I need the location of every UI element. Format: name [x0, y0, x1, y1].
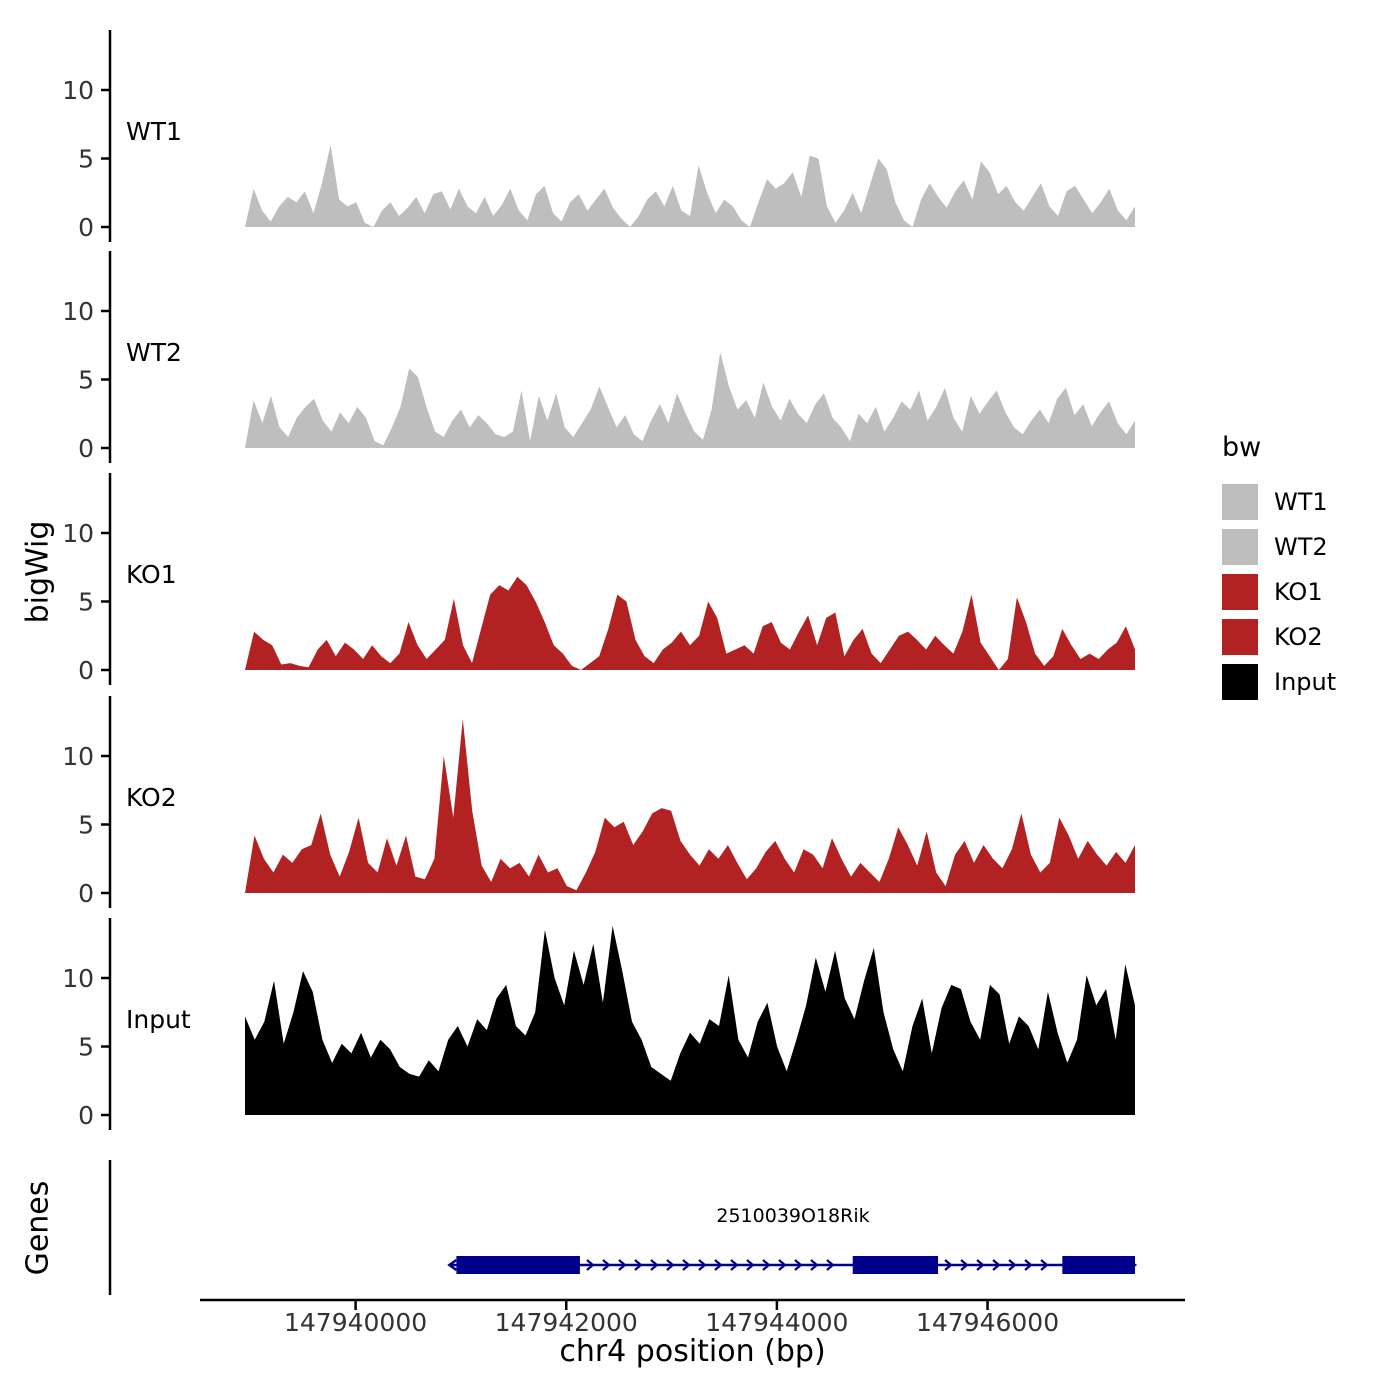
gene-exon [456, 1256, 580, 1274]
legend-swatch-wt2 [1222, 528, 1258, 565]
legend-swatch-ko2 [1222, 618, 1258, 655]
legend-item-ko1: KO1 [1222, 569, 1336, 614]
gene-end-arrow-icon [1127, 1258, 1138, 1272]
y-tick-label-ko2: 10 [62, 742, 94, 771]
gene-strand-arrow-icon [778, 1259, 787, 1271]
track-label-wt1: WT1 [126, 117, 182, 146]
x-tick-label: 147942000 [495, 1308, 638, 1337]
y-tick-label-ko1: 0 [78, 656, 94, 685]
y-tick-label-input: 5 [78, 1033, 94, 1062]
track-label-ko1: KO1 [126, 560, 177, 589]
y-tick-label-wt1: 5 [78, 145, 94, 174]
gene-strand-arrow-icon [698, 1259, 707, 1271]
gene-strand-arrow-icon [826, 1259, 835, 1271]
gene-strand-arrow-icon [746, 1259, 755, 1271]
y-tick-label-wt1: 0 [78, 213, 94, 242]
legend-swatch-ko1 [1222, 573, 1258, 610]
gene-strand-arrow-icon [944, 1259, 953, 1271]
legend-label-ko2: KO2 [1274, 622, 1323, 651]
legend-items: WT1 WT2 KO1 KO2 Input [1222, 479, 1336, 704]
gene-strand-arrow-icon [586, 1259, 595, 1271]
y-axis-label-genes: Genes [20, 1180, 56, 1276]
y-tick-label-wt2: 5 [78, 366, 94, 395]
y-tick-label-ko2: 5 [78, 811, 94, 840]
y-tick-label-input: 10 [62, 964, 94, 993]
track-area-wt1 [245, 144, 1135, 227]
gene-strand-arrow-icon [992, 1259, 1001, 1271]
gene-name-label: 2510039O18Rik [716, 1205, 870, 1227]
gene-strand-arrow-icon [682, 1259, 691, 1271]
track-area-input [245, 925, 1135, 1115]
legend-label-ko1: KO1 [1274, 577, 1323, 606]
y-tick-label-input: 0 [78, 1101, 94, 1130]
gene-strand-arrow-icon [730, 1259, 739, 1271]
x-tick-label: 147944000 [705, 1308, 848, 1337]
y-tick-label-wt1: 10 [62, 76, 94, 105]
gene-strand-arrow-icon [650, 1259, 659, 1271]
legend-label-wt1: WT1 [1274, 487, 1328, 516]
legend-item-ko2: KO2 [1222, 614, 1336, 659]
gene-strand-arrow-icon [762, 1259, 771, 1271]
legend-item-wt1: WT1 [1222, 479, 1336, 524]
track-area-ko1 [245, 576, 1135, 670]
legend-swatch-wt1 [1222, 483, 1258, 520]
legend-label-input: Input [1274, 667, 1337, 696]
gene-strand-arrow-icon [602, 1259, 611, 1271]
track-area-ko2 [245, 719, 1135, 893]
y-axis-label-bigwig: bigWig [20, 520, 56, 624]
x-tick-label: 147940000 [284, 1308, 427, 1337]
gene-strand-arrow-icon [794, 1259, 803, 1271]
x-axis-title: chr4 position (bp) [559, 1334, 826, 1369]
track-label-ko2: KO2 [126, 783, 177, 812]
y-tick-label-wt2: 0 [78, 434, 94, 463]
gene-strand-arrow-icon [634, 1259, 643, 1271]
legend: bw WT1 WT2 KO1 KO2 Input [1222, 432, 1336, 704]
gene-exon [1062, 1256, 1135, 1274]
gene-strand-arrow-icon [618, 1259, 627, 1271]
y-tick-label-ko2: 0 [78, 879, 94, 908]
track-label-wt2: WT2 [126, 338, 182, 367]
gene-exon [852, 1256, 939, 1274]
legend-title: bw [1222, 432, 1262, 463]
gene-strand-arrow-icon [666, 1259, 675, 1271]
legend-label-wt2: WT2 [1274, 532, 1328, 561]
y-tick-label-wt2: 10 [62, 297, 94, 326]
gene-strand-arrow-icon [960, 1259, 969, 1271]
y-tick-label-ko1: 5 [78, 588, 94, 617]
track-label-input: Input [126, 1005, 191, 1034]
gene-start-arrow-icon [447, 1258, 458, 1272]
gene-strand-arrow-icon [1040, 1259, 1049, 1271]
y-tick-label-ko1: 10 [62, 519, 94, 548]
legend-item-wt2: WT2 [1222, 524, 1336, 569]
track-area-wt2 [245, 352, 1135, 448]
gene-strand-arrow-icon [810, 1259, 819, 1271]
gene-strand-arrow-icon [714, 1259, 723, 1271]
legend-item-input: Input [1222, 659, 1336, 704]
legend-swatch-input [1222, 663, 1258, 700]
x-tick-label: 147946000 [916, 1308, 1059, 1337]
gene-strand-arrow-icon [1024, 1259, 1033, 1271]
gene-strand-arrow-icon [1008, 1259, 1017, 1271]
gene-strand-arrow-icon [976, 1259, 985, 1271]
